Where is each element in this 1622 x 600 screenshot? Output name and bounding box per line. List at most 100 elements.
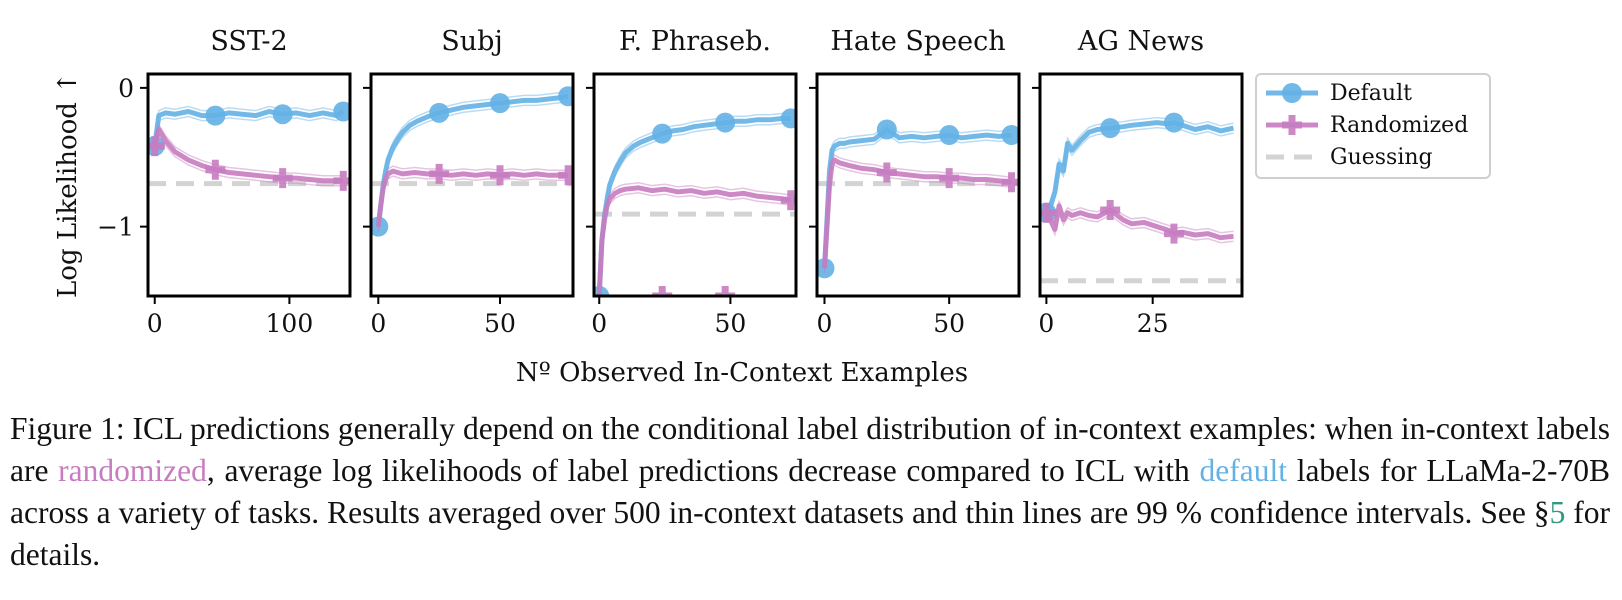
panel-frame-ag-news	[1038, 72, 1244, 298]
legend-entry-default: Default	[1266, 81, 1412, 106]
x-tick-label-hate-speech: 0	[817, 309, 833, 338]
legend: Default Randomized Guessing	[1255, 73, 1491, 179]
legend-label-default: Default	[1330, 81, 1412, 106]
series-line-randomized-hate-speech	[822, 157, 1012, 269]
ci-upper-randomized-sst-2	[153, 122, 344, 177]
ci-lower-default-ag-news	[1045, 126, 1234, 219]
x-tick-label-hate-speech: 50	[933, 309, 965, 338]
series-line-default-sst-2	[152, 109, 345, 147]
marker-default-f-phraseb	[780, 108, 796, 129]
panel-ag-news: AG News 0 25	[1032, 26, 1244, 338]
legend-entry-guessing: Guessing	[1266, 145, 1433, 170]
marker-randomized-f-phraseb	[780, 190, 796, 211]
legend-box	[1255, 73, 1491, 179]
plot-area-f-phraseb	[594, 108, 796, 296]
marker-default-sst-2	[205, 105, 226, 126]
legend-marker-randomized	[1282, 115, 1302, 135]
legend-entry-randomized: Randomized	[1266, 113, 1468, 138]
panel-frame-f-phraseb	[592, 72, 798, 298]
marker-randomized-sst-2	[272, 168, 293, 189]
marker-randomized-sst-2	[148, 136, 165, 157]
ci-lower-randomized-sst-2	[153, 132, 344, 187]
panel-f-phraseb: F. Phraseb. 0 50	[586, 26, 798, 338]
marker-randomized-hate-speech	[876, 162, 897, 183]
panel-frame-subj	[369, 72, 575, 298]
plot-area-ag-news	[1040, 112, 1242, 284]
x-tick-label-ag-news: 25	[1137, 309, 1169, 338]
x-tick-label-sst-2: 0	[147, 309, 163, 338]
y-tick-label: −1	[97, 213, 134, 242]
legend-label-guessing: Guessing	[1330, 145, 1433, 170]
series-line-default-subj	[375, 93, 569, 227]
marker-randomized-f-phraseb	[652, 286, 673, 296]
marker-randomized-hate-speech	[1001, 172, 1019, 193]
ci-upper-randomized-subj	[377, 165, 569, 222]
marker-randomized-hate-speech	[939, 168, 960, 189]
marker-randomized-sst-2	[205, 159, 226, 180]
legend-label-randomized: Randomized	[1330, 113, 1468, 138]
caption-randomized-highlight: randomized	[58, 453, 207, 488]
figure-caption: Figure 1: ICL predictions generally depe…	[10, 408, 1610, 576]
ci-upper-default-hate-speech	[823, 123, 1012, 264]
legend-marker-default	[1282, 83, 1302, 103]
marker-randomized-ag-news	[1040, 202, 1057, 223]
marker-randomized-subj	[429, 163, 450, 184]
caption-section-link[interactable]: 5	[1549, 495, 1566, 530]
panel-subj: Subj 0 50	[363, 26, 575, 338]
series-line-randomized-f-phraseb	[596, 185, 792, 296]
ci-lower-default-sst-2	[153, 115, 344, 152]
marker-default-sst-2	[272, 104, 293, 125]
panel-title-f-phraseb: F. Phraseb.	[619, 26, 771, 57]
series-line-randomized-ag-news	[1044, 203, 1234, 241]
plot-area-sst-2	[148, 101, 350, 191]
series-line-default-ag-news	[1044, 120, 1235, 215]
marker-randomized-sst-2	[333, 170, 350, 191]
marker-default-hate-speech	[939, 125, 960, 146]
marker-default-subj	[429, 102, 450, 123]
panel-hate-speech: Hate Speech 0 50	[809, 26, 1021, 338]
ci-upper-default-ag-news	[1045, 116, 1234, 209]
x-tick-label-f-phraseb: 0	[591, 309, 607, 338]
ci-upper-default-sst-2	[153, 105, 344, 142]
ci-lower-default-hate-speech	[823, 133, 1012, 274]
marker-default-subj	[489, 93, 510, 114]
y-tick-label: 0	[118, 74, 134, 103]
plot-area-hate-speech	[817, 119, 1019, 279]
panel-frame-hate-speech	[815, 72, 1021, 298]
caption-text-1: Figure 1: ICL predictions generally depe…	[10, 411, 1610, 488]
marker-default-subj	[558, 86, 573, 107]
marker-randomized-subj	[489, 165, 510, 186]
plot-area-subj	[371, 86, 573, 237]
panel-sst-2: SST-2 0 100 0 −1	[97, 26, 352, 338]
x-tick-label-subj: 50	[484, 309, 516, 338]
caption-default-highlight: default	[1199, 453, 1287, 488]
x-tick-label-subj: 0	[370, 309, 386, 338]
series-line-randomized-sst-2	[152, 127, 344, 184]
ci-lower-default-subj	[377, 100, 569, 232]
series-line-default-hate-speech	[822, 127, 1012, 269]
marker-default-ag-news	[1163, 112, 1184, 133]
marker-default-ag-news	[1100, 118, 1121, 139]
x-tick-label-f-phraseb: 50	[715, 309, 747, 338]
marker-default-hate-speech	[1001, 125, 1019, 146]
marker-randomized-f-phraseb	[715, 286, 736, 296]
panel-title-hate-speech: Hate Speech	[830, 26, 1005, 57]
x-tick-label-ag-news: 0	[1038, 309, 1054, 338]
caption-text-4: for details.	[10, 495, 1611, 572]
panel-title-subj: Subj	[441, 26, 503, 57]
marker-default-hate-speech	[876, 119, 897, 140]
marker-default-sst-2	[333, 101, 350, 122]
panel-title-sst-2: SST-2	[210, 26, 287, 57]
x-axis-label: Nº Observed In-Context Examples	[516, 358, 968, 388]
caption-text-2: , average log likelihoods of label predi…	[206, 453, 1200, 488]
marker-randomized-ag-news	[1100, 199, 1121, 220]
marker-default-f-phraseb	[652, 123, 673, 144]
panel-frame-sst-2	[146, 72, 352, 298]
panel-title-ag-news: AG News	[1077, 26, 1204, 57]
marker-randomized-ag-news	[1163, 223, 1184, 244]
y-axis-label: Log Likelihood ↑	[53, 72, 83, 298]
marker-default-f-phraseb	[715, 112, 736, 133]
marker-randomized-subj	[558, 165, 573, 186]
